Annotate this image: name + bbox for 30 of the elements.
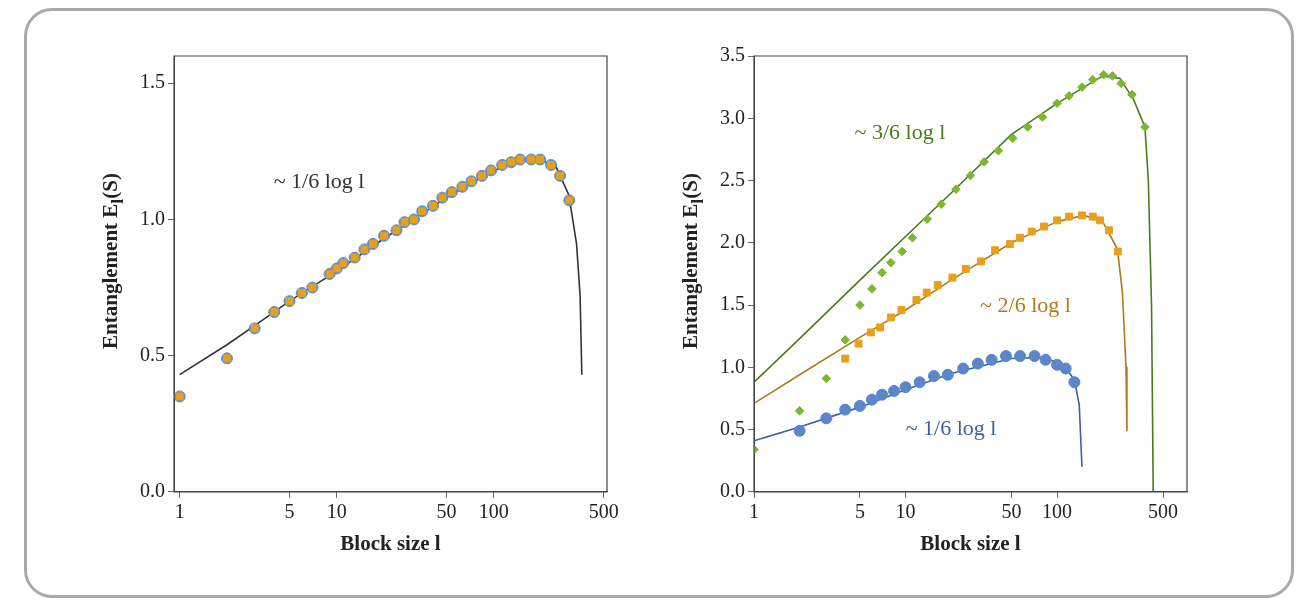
x-tick-label: 100 (1042, 500, 1073, 523)
annotation: ~ 2/6 log l (980, 291, 1071, 317)
annotation: ~ 1/6 log l (905, 415, 997, 441)
x-tick-label: 10 (326, 500, 347, 523)
y-tick-label: 1.5 (140, 70, 165, 93)
x-tick-label: 1 (749, 500, 759, 523)
x-axis-title: Block size l (340, 530, 441, 555)
x-axis-title: Block size l (920, 530, 1021, 555)
x-tick-label: 5 (854, 500, 865, 523)
x-tick-label: 50 (436, 500, 457, 523)
x-tick-label: 100 (478, 500, 509, 523)
y-tick-label: 2.0 (720, 230, 745, 253)
x-tick-label: 1 (174, 500, 185, 523)
y-tick-label: 0.0 (720, 479, 745, 502)
y-tick-label: 1.0 (720, 354, 745, 377)
y-tick-label: 0.5 (720, 416, 745, 439)
y-tick-label: 1.0 (140, 206, 165, 229)
y-tick-label: 0.0 (140, 479, 165, 502)
x-tick-label: 500 (588, 500, 619, 523)
x-tick-label: 500 (1148, 500, 1178, 523)
y-tick-label: 0.5 (140, 342, 165, 365)
annotation: ~ 3/6 log l (854, 118, 946, 144)
y-tick-label: 1.5 (720, 292, 745, 315)
y-tick-label: 3.0 (720, 105, 745, 128)
x-tick-label: 10 (895, 500, 916, 523)
x-tick-label: 5 (284, 500, 295, 523)
y-tick-label: 3.5 (720, 43, 745, 66)
x-tick-label: 50 (1001, 500, 1022, 523)
annotation: ~ 1/6 log l (273, 168, 365, 194)
y-tick-label: 2.5 (720, 167, 745, 190)
